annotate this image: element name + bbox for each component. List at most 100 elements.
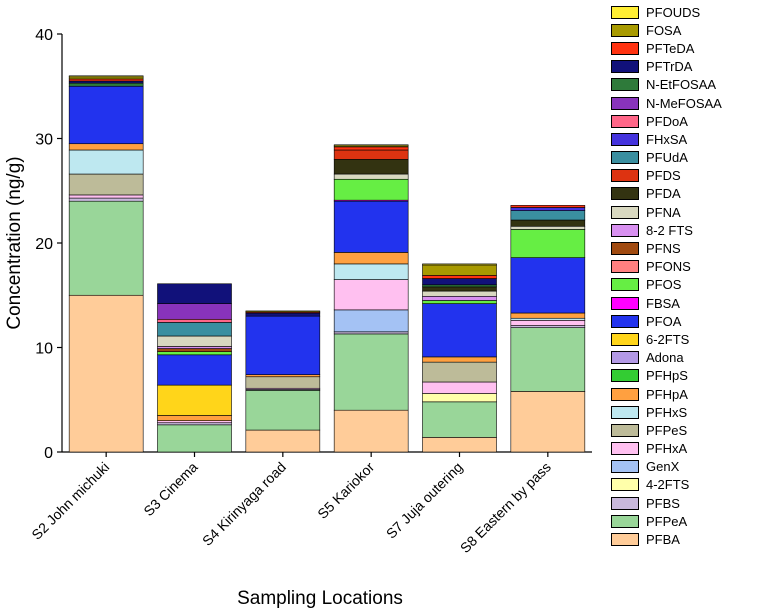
bar-segment-pftrda [157,283,232,304]
y-tick-label: 30 [35,132,53,149]
legend-item: PFOS [611,276,759,294]
bar-segment-pfteda [510,205,586,208]
bar-segment-4-2fts [422,393,497,403]
legend-label: PFOS [646,277,682,293]
bar-segment-pfoa [510,257,586,314]
legend-swatch [611,314,639,328]
legend-item: PFTrDA [611,58,759,76]
bar-segment-pfteda [333,146,409,151]
y-ticks: 0 10 20 30 40 [35,27,62,462]
bar-segment-pfda [333,159,409,175]
x-tick-label: S5 Kariokor [314,459,377,522]
bar-segment-pfhpa [157,415,232,421]
legend-swatch [611,423,639,437]
legend-item: FOSA [611,21,759,39]
bar-segment-pfhxa [422,381,497,394]
bar-segment-pfna [422,290,497,297]
legend-label: FBSA [646,295,680,311]
y-tick-label: 10 [35,341,53,358]
y-tick-label: 20 [35,236,53,253]
legend-label: 6-2FTS [646,331,690,347]
bar-segment-pfda [422,286,497,292]
bar-segment-pfuda [157,322,232,337]
bar-segment-pfoa [157,354,232,386]
bar-segment-pfpea [333,333,409,411]
legend-swatch [611,41,639,55]
bar-segment-pfhxa [68,194,144,199]
legend-swatch [611,23,639,37]
x-axis-label: Sampling Locations [237,588,403,609]
legend-swatch [611,496,639,510]
legend-item: PFOA [611,312,759,330]
bar-segment-pfba [68,294,144,453]
legend-swatch [611,5,639,19]
bar-segment-pfpea [510,327,586,392]
legend-item: Adona [611,349,759,367]
bar-segment-pfbs [68,197,144,202]
bar-segment-pfpes [68,173,144,196]
legend-item: PFTeDA [611,39,759,57]
bar-segment-pfhxs [68,149,144,175]
legend-label: PFBA [646,532,680,548]
legend-item: 6-2FTS [611,330,759,348]
bar-segment-pfna [333,173,409,180]
legend-item: PFOUDS [611,3,759,21]
legend-swatch [611,260,639,274]
bar-segment-pfna [157,335,232,347]
legend-item: PFDS [611,167,759,185]
legend-label: PFHpS [646,368,688,384]
legend-item: PFHpA [611,385,759,403]
legend-label: PFONS [646,259,691,275]
legend-item: GenX [611,458,759,476]
legend-swatch [611,205,639,219]
bar-segment-pfpea [245,390,321,431]
legend-label: PFPeA [646,513,688,529]
legend-label: PFNA [646,204,681,220]
bar-segment-fhxsa [510,207,586,211]
legend-label: PFTeDA [646,40,695,56]
legend-swatch [611,332,639,346]
legend-label: PFOA [646,313,682,329]
bar-segment-pftrda [245,312,321,317]
y-tick-label: 40 [35,27,53,44]
legend-item: 4-2FTS [611,476,759,494]
x-tick-label: S7 Juja outering [383,459,466,542]
y-tick-label: 0 [44,445,53,462]
legend-swatch [611,351,639,365]
legend-swatch [611,132,639,146]
bar-segment-pfpea [157,424,232,453]
bar-segment-6-2fts [157,384,232,416]
legend-swatch [611,60,639,74]
bar-segment-pfteda [68,78,144,82]
legend-label: FHxSA [646,131,688,147]
legend-swatch [611,514,639,528]
legend-swatch [611,387,639,401]
legend-label: PFUdA [646,150,688,166]
bar-segment-pfdoa [157,318,232,323]
legend-item: FBSA [611,294,759,312]
legend-item: PFBA [611,530,759,548]
legend-item: PFUdA [611,149,759,167]
legend-item: FHxSA [611,130,759,148]
bar-segment-pfba [422,437,497,453]
legend-swatch [611,296,639,310]
legend-label: PFBS [646,495,680,511]
legend-label: PFDS [646,168,681,184]
legend-swatch [611,533,639,547]
legend-item: N-EtFOSAA [611,76,759,94]
legend-label: PFDoA [646,113,688,129]
legend-swatch [611,369,639,383]
bar-segment-fosa [422,264,497,276]
legend-item: PFDoA [611,112,759,130]
legend-label: FOSA [646,22,682,38]
bar-segment-pfoa [333,200,409,253]
bar-segment-pfhpa [422,356,497,363]
bar-segment-8-2-fts [157,346,232,349]
legend-swatch [611,151,639,165]
legend-swatch [611,187,639,201]
bar-segment-pfteda [422,275,497,279]
bar-segment-pfna [510,225,586,230]
bar-segment-pfhpa [510,312,586,319]
legend-label: PFDA [646,186,681,202]
